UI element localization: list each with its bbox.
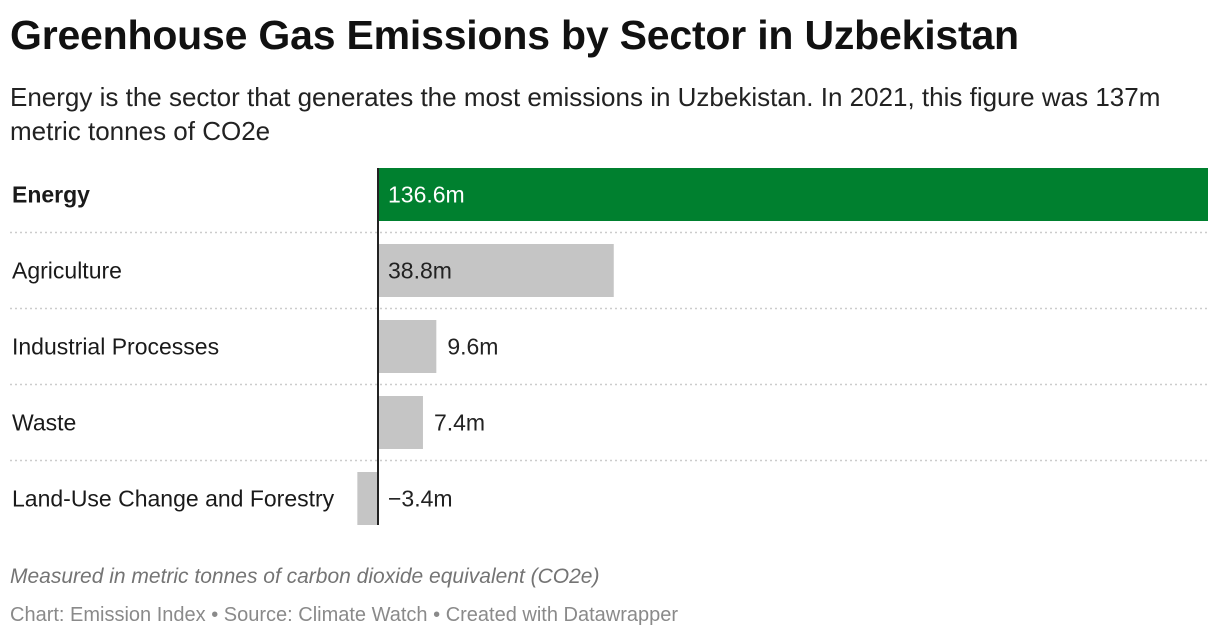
category-label: Industrial Processes	[12, 334, 219, 360]
source-credit: Source: Climate Watch	[223, 604, 428, 626]
bar	[378, 396, 423, 449]
footer-separator-2: •	[433, 604, 441, 626]
bar-chart: Energy 136.6m Agriculture 38.8m Industrial P…	[0, 160, 1220, 540]
chart-footer: Chart: Emission Index • Source: Climate …	[10, 604, 678, 627]
bar-chart-svg: Energy 136.6m Agriculture 38.8m Industrial P…	[10, 168, 1210, 525]
value-label: 9.6m	[447, 334, 498, 360]
chart-notes: Measured in metric tonnes of carbon diox…	[10, 565, 600, 588]
bar	[378, 168, 1208, 221]
footer-separator-1: •	[211, 604, 219, 626]
chart-credit: Chart: Emission Index	[10, 604, 206, 626]
bar	[378, 320, 437, 373]
value-label: 38.8m	[388, 258, 452, 284]
bar	[357, 472, 378, 525]
value-label: 7.4m	[434, 410, 485, 436]
bar	[378, 244, 614, 297]
value-label: 136.6m	[388, 182, 465, 208]
category-label: Agriculture	[12, 258, 122, 284]
chart-subtitle: Energy is the sector that generates the …	[10, 82, 1161, 146]
chart-title: Greenhouse Gas Emissions by Sector in Uz…	[10, 12, 1019, 58]
value-label: −3.4m	[388, 486, 453, 512]
category-label: Waste	[12, 410, 76, 436]
category-label: Land-Use Change and Forestry	[12, 486, 335, 512]
datawrapper-credit: Created with Datawrapper	[445, 604, 679, 626]
category-label: Energy	[12, 182, 90, 208]
